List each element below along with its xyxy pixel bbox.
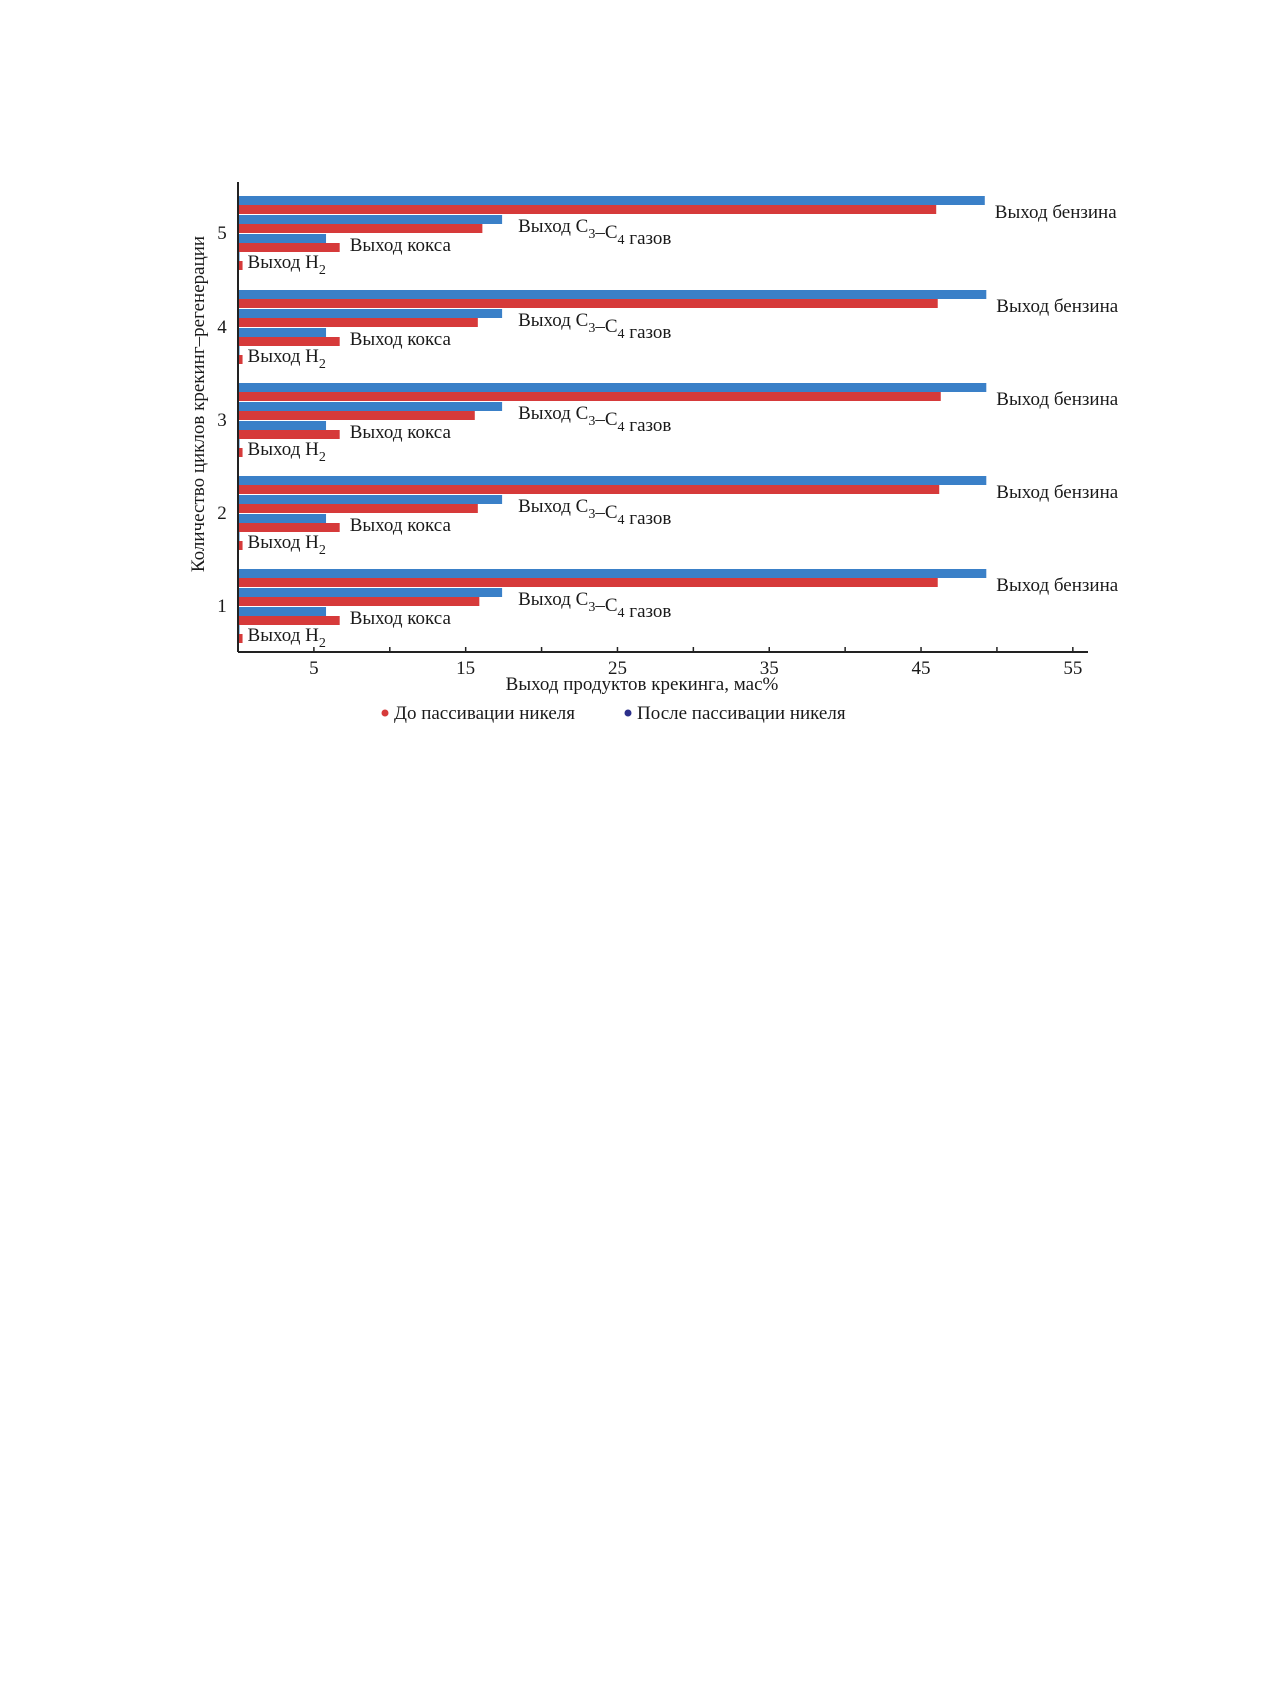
bar-label-h2-cycle-3: Выход H2 xyxy=(248,439,326,465)
bar-before-gas-cycle-5 xyxy=(238,224,483,233)
bar-before-benzin-cycle-5 xyxy=(238,205,937,214)
axes-layer xyxy=(237,182,1088,653)
bar-label-benzin-cycle-1: Выход бензина xyxy=(996,575,1118,596)
bar-before-gas-cycle-4 xyxy=(238,318,478,327)
bar-before-coke-cycle-4 xyxy=(238,337,340,346)
x-tick-label: 45 xyxy=(912,658,931,679)
x-tick-label: 25 xyxy=(608,658,627,679)
bar-after-gas-cycle-3 xyxy=(238,402,503,411)
category-label-5: 5 xyxy=(217,223,227,244)
bar-before-coke-cycle-3 xyxy=(238,430,340,439)
bar-after-coke-cycle-4 xyxy=(238,328,327,337)
bar-before-coke-cycle-1 xyxy=(238,616,340,625)
bar-before-coke-cycle-5 xyxy=(238,243,340,252)
bar-label-coke-cycle-5: Выход кокса xyxy=(350,235,452,256)
x-tick-label: 15 xyxy=(456,658,475,679)
legend-label-2: После пассивации никеля xyxy=(637,703,846,724)
bar-after-benzin-cycle-1 xyxy=(238,569,987,578)
bar-after-coke-cycle-5 xyxy=(238,234,327,243)
y-axis-title: Количество циклов крекинг–регенерации xyxy=(188,236,209,572)
bar-label-gas-cycle-3: Выход C3–C4 газов xyxy=(518,403,671,436)
bar-label-gas-cycle-5: Выход C3–C4 газов xyxy=(518,216,671,249)
bar-after-benzin-cycle-3 xyxy=(238,383,987,392)
bar-before-h2-cycle-3 xyxy=(238,448,243,457)
bars-layer xyxy=(238,196,987,643)
bar-label-coke-cycle-4: Выход кокса xyxy=(350,329,452,350)
category-label-4: 4 xyxy=(217,317,227,338)
bar-label-benzin-cycle-5: Выход бензина xyxy=(995,202,1117,223)
bar-after-gas-cycle-1 xyxy=(238,588,503,597)
bar-after-gas-cycle-5 xyxy=(238,215,503,224)
bar-after-coke-cycle-2 xyxy=(238,514,327,523)
legend-marker-1 xyxy=(381,709,389,717)
bar-label-gas-cycle-2: Выход C3–C4 газов xyxy=(518,496,671,529)
bar-after-gas-cycle-4 xyxy=(238,309,503,318)
bar-before-h2-cycle-5 xyxy=(238,261,243,270)
bar-before-gas-cycle-2 xyxy=(238,504,478,513)
bar-before-benzin-cycle-2 xyxy=(238,485,940,494)
bar-after-benzin-cycle-5 xyxy=(238,196,985,205)
legend-marker-2 xyxy=(624,709,632,717)
bar-label-benzin-cycle-2: Выход бензина xyxy=(996,482,1118,503)
category-label-2: 2 xyxy=(217,503,227,524)
bar-labels-layer: Выход бензина Выход C3–C4 газов Выход кокс… xyxy=(248,202,1119,651)
bar-label-coke-cycle-1: Выход кокса xyxy=(350,608,452,629)
bar-before-benzin-cycle-3 xyxy=(238,392,941,401)
bar-label-h2-cycle-5: Выход H2 xyxy=(248,252,326,278)
category-labels: 1 2 3 4 5 xyxy=(217,223,227,617)
bar-after-gas-cycle-2 xyxy=(238,495,503,504)
bar-before-gas-cycle-1 xyxy=(238,597,480,606)
bar-before-gas-cycle-3 xyxy=(238,411,475,420)
bar-label-h2-cycle-2: Выход H2 xyxy=(248,532,326,558)
bar-before-benzin-cycle-4 xyxy=(238,299,938,308)
bar-after-benzin-cycle-4 xyxy=(238,290,987,299)
bar-label-benzin-cycle-3: Выход бензина xyxy=(996,389,1118,410)
bar-before-h2-cycle-2 xyxy=(238,541,243,550)
bar-after-coke-cycle-3 xyxy=(238,421,327,430)
category-label-3: 3 xyxy=(217,410,227,431)
x-axis-title: Выход продуктов крекинга, мас% xyxy=(506,674,779,695)
bar-before-coke-cycle-2 xyxy=(238,523,340,532)
bar-label-h2-cycle-4: Выход H2 xyxy=(248,346,326,372)
legend: До пассивации никеля После пассивации ник… xyxy=(381,703,846,724)
bar-label-gas-cycle-1: Выход C3–C4 газов xyxy=(518,589,671,622)
ticks-layer: 5 15 25 35 45 55 xyxy=(309,647,1082,679)
bar-after-coke-cycle-1 xyxy=(238,607,327,616)
bar-after-benzin-cycle-2 xyxy=(238,476,987,485)
bar-label-gas-cycle-4: Выход C3–C4 газов xyxy=(518,310,671,343)
bar-label-coke-cycle-3: Выход кокса xyxy=(350,422,452,443)
bar-before-h2-cycle-1 xyxy=(238,634,243,643)
legend-label-1: До пассивации никеля xyxy=(394,703,575,724)
category-label-1: 1 xyxy=(217,596,227,617)
bar-label-coke-cycle-2: Выход кокса xyxy=(350,515,452,536)
bar-label-h2-cycle-1: Выход H2 xyxy=(248,625,326,651)
bar-before-benzin-cycle-1 xyxy=(238,578,938,587)
bar-before-h2-cycle-4 xyxy=(238,355,243,364)
bar-label-benzin-cycle-4: Выход бензина xyxy=(996,296,1118,317)
x-tick-label: 5 xyxy=(309,658,319,679)
x-tick-label: 35 xyxy=(760,658,779,679)
x-tick-label: 55 xyxy=(1063,658,1082,679)
